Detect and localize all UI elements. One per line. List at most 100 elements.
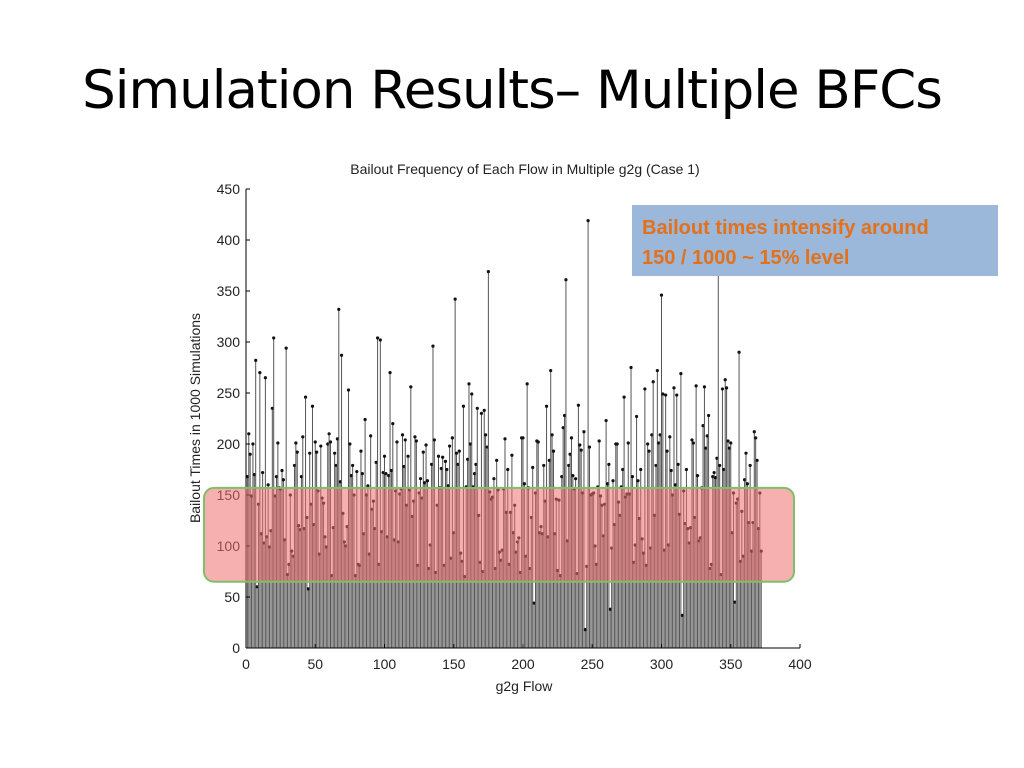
stem-marker (604, 418, 608, 423)
stem-marker (335, 437, 340, 441)
stem-marker (326, 442, 330, 446)
stem-marker (646, 442, 650, 446)
stem-marker (337, 307, 341, 311)
stem-marker (752, 430, 756, 434)
stem-marker (733, 600, 737, 604)
stem-marker (695, 474, 700, 478)
stem-marker (270, 406, 274, 410)
stem-marker (255, 585, 259, 589)
stem-marker (272, 336, 276, 340)
stem-marker (657, 441, 661, 445)
stem-marker (466, 457, 470, 461)
stem-marker (634, 414, 639, 419)
stem-marker (366, 484, 370, 488)
stem-marker (726, 439, 730, 443)
stem-marker (650, 433, 654, 437)
stem-marker (615, 442, 619, 446)
stem-marker (339, 353, 344, 357)
stem-marker (482, 408, 486, 412)
stem-marker (245, 475, 249, 479)
stem-marker (608, 607, 612, 611)
stem-marker (622, 395, 626, 399)
stem-marker (492, 477, 496, 481)
stem-marker (643, 387, 647, 391)
stem-marker (261, 470, 265, 475)
stem-marker (247, 432, 251, 436)
stem-marker (597, 439, 601, 443)
stem-marker (701, 424, 705, 428)
stem-marker (299, 475, 303, 479)
stem-marker (472, 471, 477, 476)
stem-marker (436, 454, 441, 458)
stem-marker (503, 437, 507, 441)
stem-marker (655, 368, 659, 373)
stem-marker (583, 628, 587, 632)
callout-line-2: 150 / 1000 ~ 15% level (642, 247, 850, 269)
stem-marker (711, 475, 715, 479)
stem-marker (252, 473, 256, 477)
stem-marker (429, 462, 434, 466)
stem-marker (406, 454, 410, 458)
x-tick-label: 100 (373, 656, 397, 672)
stem-marker (664, 393, 668, 397)
stem-marker (479, 411, 484, 415)
stem-marker (258, 371, 262, 375)
stem-marker (349, 474, 353, 478)
stem-marker (531, 465, 535, 470)
stem-marker (333, 451, 337, 455)
stem-marker (374, 460, 378, 464)
stem-marker (542, 463, 546, 468)
y-tick-label: 0 (232, 640, 240, 656)
stem-marker (263, 376, 267, 380)
stem-marker (456, 462, 460, 466)
x-axis-title: g2g Flow (496, 678, 554, 694)
stem-marker (486, 270, 490, 274)
stem-marker (294, 441, 298, 445)
stem-marker (425, 479, 430, 483)
y-tick-label: 200 (217, 436, 241, 452)
stem-marker (680, 613, 684, 617)
y-tick-label: 450 (217, 181, 241, 197)
stem-marker (495, 458, 499, 462)
callout-box: Bailout times intensify around 150 / 100… (632, 205, 998, 276)
y-tick-label: 50 (224, 589, 240, 605)
stem-marker (636, 479, 640, 483)
stem-marker (684, 467, 689, 472)
stem-marker (712, 470, 716, 475)
stem-marker (284, 346, 288, 350)
x-tick-label: 300 (650, 656, 674, 672)
stem-marker (292, 463, 297, 468)
stem-marker (727, 446, 731, 450)
stem-marker (675, 393, 679, 397)
stem-marker (387, 474, 391, 478)
stem-marker (457, 449, 461, 453)
stem-marker (658, 433, 662, 437)
stem-marker (647, 449, 651, 453)
stem-marker (630, 475, 635, 479)
stem-marker (669, 468, 673, 473)
stem-marker (754, 436, 758, 440)
stem-marker (521, 436, 525, 440)
stem-marker (571, 474, 575, 478)
stem-marker (549, 368, 553, 373)
x-tick-label: 250 (581, 656, 605, 672)
stem-marker (659, 293, 664, 297)
stem-marker (381, 470, 385, 475)
stem-marker (661, 392, 665, 396)
stem-marker (743, 478, 747, 482)
stem-marker (378, 338, 382, 342)
stem-marker (414, 439, 418, 443)
y-tick-label: 300 (217, 334, 241, 350)
stem-marker (346, 388, 351, 392)
stem-marker (654, 463, 658, 468)
stem-marker (467, 382, 471, 386)
stem-marker (532, 601, 536, 605)
stem-marker (713, 476, 718, 480)
stem-marker (737, 350, 741, 354)
stem-marker (673, 483, 677, 487)
stem-marker (706, 413, 711, 418)
stem-marker (338, 480, 342, 484)
stem-marker (694, 384, 698, 388)
stem-marker (301, 435, 305, 439)
